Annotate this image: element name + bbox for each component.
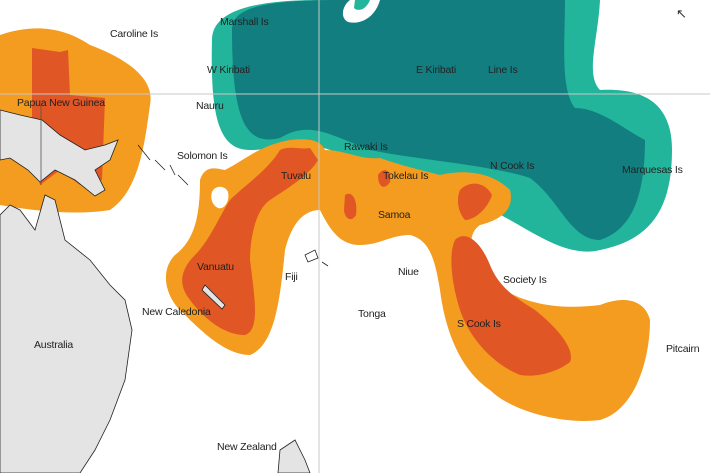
label-tuvalu: Tuvalu <box>281 170 311 182</box>
label-pitcairn: Pitcairn <box>666 343 700 355</box>
label-nauru: Nauru <box>196 100 224 112</box>
red-region-ncook <box>457 183 492 220</box>
land-png <box>0 109 119 197</box>
red-region-tokelau <box>378 170 391 187</box>
white-hole <box>211 186 229 209</box>
land-solomon <box>137 144 189 186</box>
land-fiji <box>304 249 329 267</box>
label-tokelau-is: Tokelau Is <box>383 170 429 182</box>
label-e-kiribati: E Kiribati <box>416 64 457 76</box>
red-region-scook <box>451 236 571 376</box>
red-region-samoa <box>344 193 357 220</box>
label-caroline-is: Caroline Is <box>110 28 158 40</box>
label-marshall-is: Marshall Is <box>220 16 269 28</box>
label-rawaki-is: Rawaki Is <box>344 141 388 153</box>
label-society-is: Society Is <box>503 274 547 286</box>
land-australia <box>0 194 133 473</box>
label-new-caledonia: New Caledonia <box>142 306 211 318</box>
label-n-cook-is: N Cook Is <box>490 160 535 172</box>
label-s-cook-is: S Cook Is <box>457 318 501 330</box>
label-niue: Niue <box>398 266 419 278</box>
label-vanuatu: Vanuatu <box>197 261 234 273</box>
label-solomon-is: Solomon Is <box>177 150 228 162</box>
teal-notch-fill <box>354 0 370 10</box>
land-new-caledonia <box>201 284 226 310</box>
teal-dark-region <box>232 0 645 240</box>
red-region-vanuatu <box>182 147 318 335</box>
label-marquesas-is: Marquesas Is <box>622 164 683 176</box>
label-samoa: Samoa <box>378 209 411 221</box>
label-line-is: Line Is <box>488 64 518 76</box>
label-fiji: Fiji <box>285 271 298 283</box>
label-tonga: Tonga <box>358 308 386 320</box>
land-new-zealand <box>277 439 311 473</box>
label-australia: Australia <box>34 339 74 351</box>
label-w-kiribati: W Kiribati <box>207 64 250 76</box>
label-new-zealand: New Zealand <box>217 441 277 453</box>
mouse-pointer-icon: ↖ <box>676 6 687 21</box>
teal-notch <box>342 0 380 23</box>
label-papua-new-guinea: Papua New Guinea <box>17 97 105 109</box>
